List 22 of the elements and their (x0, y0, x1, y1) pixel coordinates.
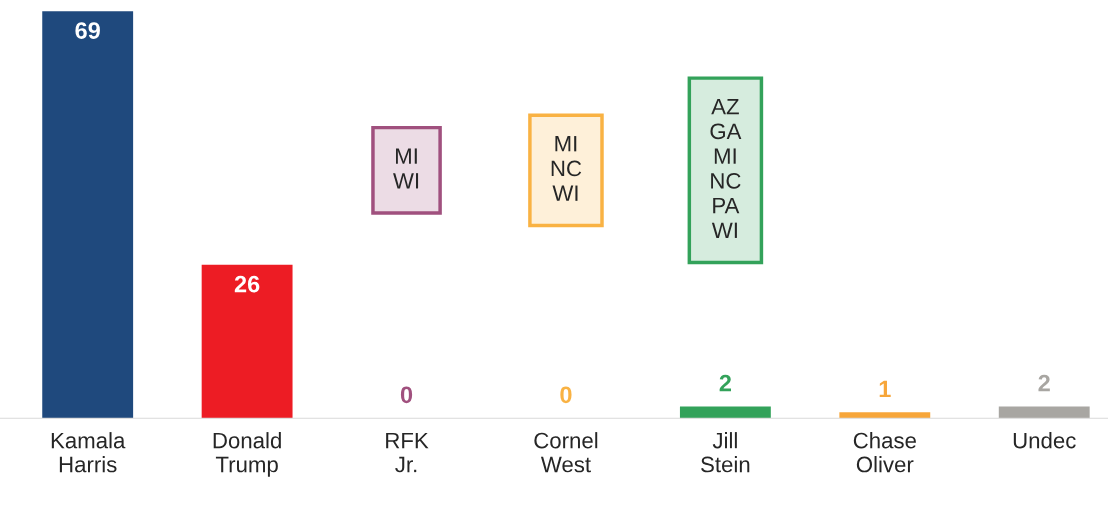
annotation: MI NC WI (551, 136, 582, 201)
data-label: 26 (234, 275, 260, 293)
data-label: 2 (1038, 374, 1050, 392)
data-label: 2 (719, 374, 731, 392)
x-tick-label: Undec (1013, 432, 1076, 449)
bar (201, 264, 293, 419)
data-label: 69 (75, 22, 100, 39)
annotation: MI WI (393, 148, 419, 189)
data-label: 0 (560, 386, 572, 404)
data-label: 1 (879, 380, 891, 398)
bar (839, 412, 931, 419)
x-tick-label: Cornel West (534, 432, 598, 473)
bar (998, 406, 1090, 419)
x-tick-label: RFK Jr. (386, 432, 429, 473)
bar (42, 11, 134, 419)
x-tick-label: Jill Stein (701, 432, 750, 473)
x-tick-label: Kamala Harris (51, 432, 126, 473)
x-tick-label: Chase Oliver (853, 432, 916, 473)
annotation: AZ GA MI NC PA WI (710, 98, 742, 238)
data-label: 0 (400, 386, 413, 404)
bar (679, 406, 771, 419)
x-tick-label: Donald Trump (213, 432, 281, 477)
